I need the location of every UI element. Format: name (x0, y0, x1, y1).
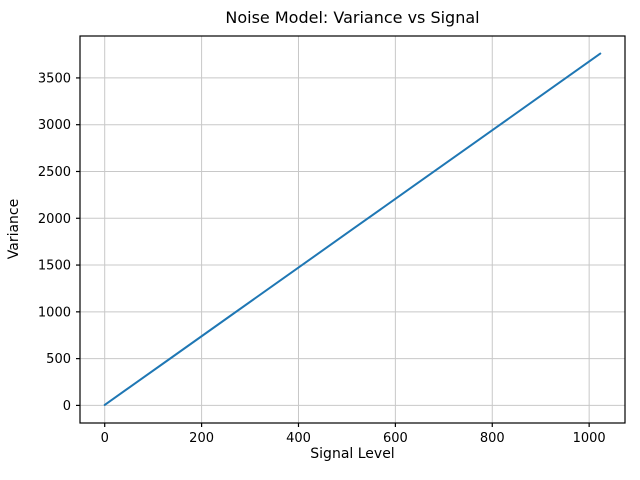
x-tick-label: 600 (383, 431, 408, 446)
y-tick-label: 2000 (38, 212, 71, 227)
x-tick-label: 200 (189, 431, 214, 446)
y-tick-label: 1500 (38, 259, 71, 274)
x-tick-label: 0 (101, 431, 109, 446)
y-tick-label: 2500 (38, 165, 71, 180)
x-tick-label: 800 (480, 431, 505, 446)
y-tick-label: 3000 (38, 118, 71, 133)
y-tick-label: 3500 (38, 71, 71, 86)
plot-border (79, 35, 626, 424)
y-tick-label: 1000 (38, 305, 71, 320)
x-tick-label: 1000 (573, 431, 606, 446)
y-tick-label: 0 (63, 399, 71, 414)
y-axis-label: Variance (6, 198, 22, 260)
x-axis-label: Signal Level (310, 446, 395, 462)
y-tick-label: 500 (46, 352, 71, 367)
chart-title: Noise Model: Variance vs Signal (225, 8, 480, 27)
data-line-variance (103, 52, 602, 406)
x-tick-label: 400 (286, 431, 311, 446)
